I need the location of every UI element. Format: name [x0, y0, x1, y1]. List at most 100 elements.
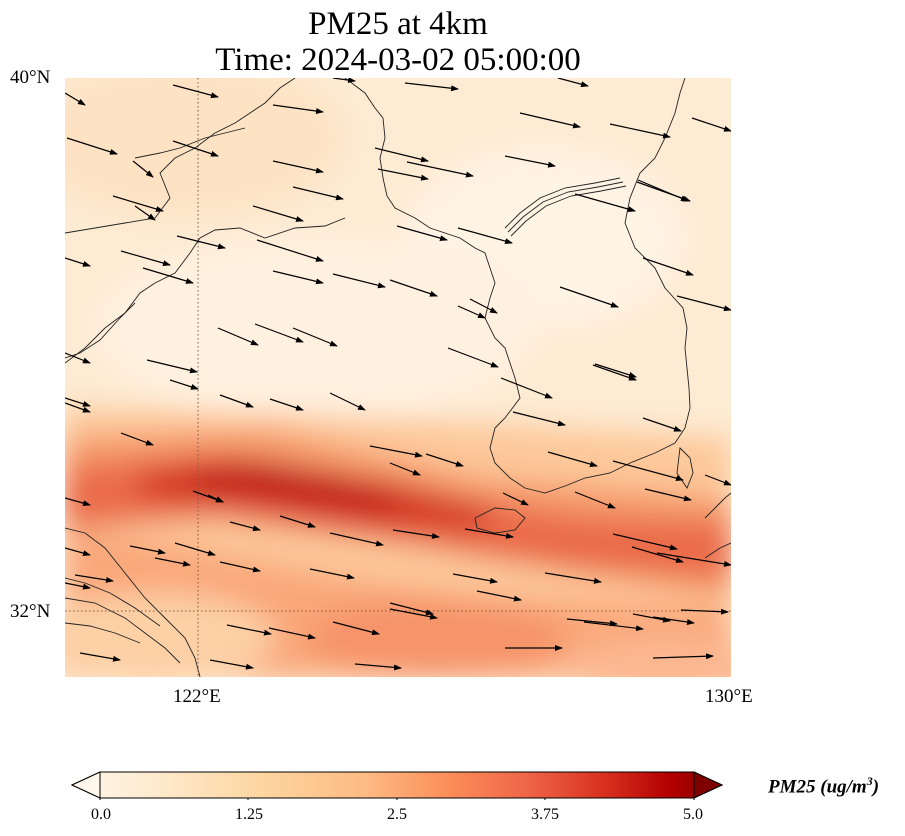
wind-arrow: [612, 460, 684, 482]
colorbar-label: PM25 (ug/m3): [768, 774, 879, 798]
wind-arrow: [680, 608, 729, 615]
colorbar-extend-max: [693, 771, 724, 799]
coastlines: [65, 78, 731, 677]
colorbar-tick-0: 0.0: [91, 806, 111, 823]
wind-arrow: [279, 515, 316, 528]
wind-arrow: [469, 298, 498, 314]
wind-arrow: [676, 295, 731, 312]
wind-arrow: [146, 359, 198, 374]
wind-arrow: [425, 453, 464, 467]
wind-arrow: [79, 652, 121, 662]
wind-arrow: [544, 572, 602, 584]
wind-arrow: [229, 521, 261, 532]
wind-arrow: [704, 474, 731, 486]
colorbar-extend-min: [70, 771, 101, 799]
wind-arrow: [389, 602, 434, 616]
wind-arrow: [656, 552, 731, 567]
wind-arrow: [332, 621, 380, 636]
map-title: PM25 at 4km: [308, 6, 488, 42]
wind-arrow: [292, 327, 338, 347]
wind-arrow: [309, 568, 355, 580]
wind-arrow: [574, 491, 616, 509]
wind-arrow: [354, 663, 402, 671]
wind-arrow: [272, 104, 324, 115]
wind-arrow: [457, 305, 486, 319]
wind-arrow: [594, 363, 637, 378]
wind-arrow: [392, 529, 440, 539]
lat-label-40: 40°N: [10, 67, 51, 88]
wind-arrow: [66, 137, 118, 155]
wind-arrow: [332, 78, 356, 84]
colorbar-tick-1: 1.25: [235, 806, 263, 823]
wind-arrow: [65, 257, 91, 267]
colorbar-tick-2: 2.5: [387, 806, 407, 823]
wind-arrow: [219, 561, 261, 573]
wind-arrow: [174, 542, 216, 556]
wind-arrow: [65, 497, 91, 507]
wind-arrow: [632, 613, 671, 623]
wind-arrow: [272, 160, 324, 174]
wind-arrow: [142, 267, 194, 284]
wind-arrow: [209, 659, 254, 670]
wind-arrow: [447, 347, 499, 368]
wind-arrow: [642, 417, 682, 432]
wind-arrow: [269, 398, 304, 411]
wind-arrow: [192, 490, 224, 503]
wind-arrow: [65, 547, 91, 557]
colorbar-tick-3: 3.75: [531, 806, 559, 823]
wind-arrow: [374, 147, 429, 163]
wind-arrow: [574, 193, 636, 212]
wind-arrow: [332, 273, 386, 289]
wind-arrow: [129, 545, 166, 555]
wind-arrow: [154, 557, 191, 567]
wind-arrow: [252, 205, 304, 222]
wind-arrow: [112, 195, 164, 212]
map-canvas: [65, 78, 731, 677]
wind-arrow: [406, 161, 474, 178]
wind-arrow: [592, 364, 637, 381]
wind-arrow: [172, 84, 219, 99]
wind-arrow: [652, 653, 714, 660]
wind-arrow: [65, 92, 86, 106]
wind-arrow: [500, 377, 553, 399]
wind-arrow: [691, 117, 731, 132]
wind-arrow: [219, 394, 254, 408]
colorbar-label-text: PM25 (ug/m: [768, 776, 867, 798]
wind-arrow: [519, 112, 581, 129]
wind-arrow: [612, 533, 678, 551]
wind-arrow: [396, 225, 448, 242]
lon-label-130: 130°E: [705, 686, 753, 707]
map-panel: [65, 78, 731, 677]
wind-arrow: [120, 250, 171, 266]
wind-arrow: [377, 168, 429, 181]
wind-arrow: [464, 528, 514, 539]
colorbar-label-close: ): [872, 776, 880, 798]
wind-arrow: [65, 402, 91, 413]
wind-arrow: [652, 616, 695, 625]
wind-arrow: [512, 411, 566, 427]
wind-arrow: [644, 488, 692, 502]
colorbar: [70, 771, 724, 800]
wind-arrow: [642, 257, 694, 276]
wind-arrow: [74, 574, 114, 583]
wind-arrow: [120, 432, 154, 446]
lat-label-32: 32°N: [10, 601, 51, 622]
wind-arrow: [272, 270, 324, 285]
wind-arrow: [169, 379, 199, 390]
wind-arrow: [452, 573, 498, 584]
wind-arrow: [502, 492, 529, 506]
wind-arrow: [172, 140, 219, 157]
colorbar-tick-4: 5.0: [683, 806, 703, 823]
lon-label-122: 122°E: [173, 686, 221, 707]
wind-arrow: [134, 205, 156, 221]
wind-arrow: [268, 627, 316, 640]
wind-arrow: [254, 323, 304, 343]
wind-arrow: [583, 621, 644, 632]
wind-arrow: [65, 352, 91, 364]
wind-arrow: [557, 78, 589, 88]
wind-arrow: [389, 462, 421, 476]
wind-arrow: [329, 392, 366, 411]
wind-arrow: [547, 451, 598, 467]
wind-vectors: [65, 78, 731, 671]
wind-arrow: [256, 239, 324, 262]
